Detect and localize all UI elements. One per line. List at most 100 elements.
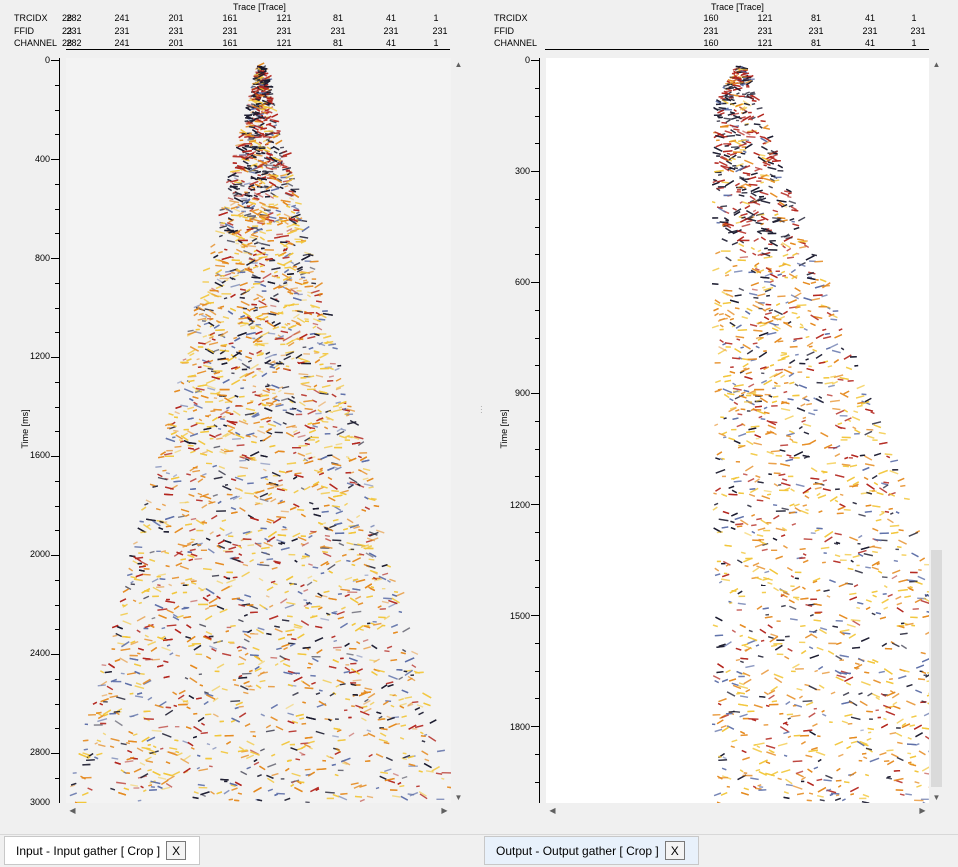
scroll-down-icon[interactable]: ▼ <box>452 791 465 803</box>
right-y-tick-label: 1200 <box>510 500 530 510</box>
right-seismic-plot[interactable] <box>546 58 929 803</box>
right-y-tick-labels: 0 300 600 900 1200 1500 1800 <box>480 0 530 866</box>
close-icon[interactable]: X <box>166 841 186 860</box>
scroll-up-icon[interactable]: ▲ <box>452 58 465 70</box>
y-axis-tick <box>535 754 539 755</box>
y-axis-tick <box>531 171 539 172</box>
left-trcidx-value: 41 <box>386 13 396 23</box>
right-seismic-svg <box>546 58 929 803</box>
scroll-right-icon[interactable]: ▶ <box>916 804 929 816</box>
left-y-tick-label: 400 <box>35 154 50 164</box>
left-y-tick-label: 2000 <box>30 549 50 559</box>
right-y-tick-label: 900 <box>515 388 530 398</box>
left-y-tick-label: 2400 <box>30 648 50 658</box>
left-channel-value: 282 <box>66 38 81 48</box>
y-axis-tick <box>51 357 59 358</box>
left-trcidx-value: 121 <box>276 13 291 23</box>
left-y-tick-label: 3000 <box>30 797 50 807</box>
right-vertical-scrollbar[interactable]: ▲ ▼ <box>930 58 943 803</box>
left-ffid-value: 231 <box>114 26 129 36</box>
y-axis-tick <box>55 85 59 86</box>
right-y-tick-label: 0 <box>525 55 530 65</box>
left-channel-value: 1 <box>433 38 438 48</box>
y-axis-tick <box>55 629 59 630</box>
left-y-tick-labels: 0 400 800 1200 1600 2000 2400 2800 3000 <box>0 0 50 866</box>
right-channel-value: 160 <box>703 38 718 48</box>
y-axis-tick <box>535 671 539 672</box>
left-channel-value: 81 <box>333 38 343 48</box>
y-axis-tick <box>55 580 59 581</box>
scroll-down-icon[interactable]: ▼ <box>930 791 943 803</box>
right-trcidx-value: 160 <box>703 13 718 23</box>
y-axis-tick <box>55 283 59 284</box>
tab-input-gather[interactable]: Input - Input gather [ Crop ] X <box>4 836 200 865</box>
y-axis-tick <box>535 365 539 366</box>
tab-input-gather-label: Input - Input gather [ Crop ] <box>5 844 166 858</box>
y-axis-tick <box>531 282 539 283</box>
tab-output-gather-label: Output - Output gather [ Crop ] <box>485 844 665 858</box>
right-y-axis-line <box>539 58 540 803</box>
right-header-title: Trace [Trace] <box>711 2 764 12</box>
y-axis-tick <box>535 116 539 117</box>
left-trcidx-value: 161 <box>222 13 237 23</box>
tab-output-gather[interactable]: Output - Output gather [ Crop ] X <box>484 836 699 865</box>
y-axis-tick <box>51 654 59 655</box>
scroll-right-icon[interactable]: ▶ <box>438 804 451 816</box>
left-y-tick-label: 1600 <box>30 450 50 460</box>
right-vertical-scroll-thumb[interactable] <box>931 550 942 787</box>
left-y-tick-label: 800 <box>35 253 50 263</box>
y-axis-tick <box>535 560 539 561</box>
right-channel-value: 41 <box>865 38 875 48</box>
y-axis-tick <box>535 88 539 89</box>
y-axis-tick <box>55 605 59 606</box>
y-axis-tick <box>535 421 539 422</box>
y-axis-tick <box>55 728 59 729</box>
y-axis-tick <box>55 530 59 531</box>
y-axis-tick <box>55 679 59 680</box>
right-trcidx-value: 41 <box>865 13 875 23</box>
y-axis-tick <box>51 258 59 259</box>
left-top-axis-line <box>66 49 450 50</box>
right-horizontal-scrollbar[interactable]: ◀ ▶ <box>546 804 929 817</box>
y-axis-tick <box>51 159 59 160</box>
y-axis-tick <box>531 504 539 505</box>
left-y-tick-label: 2800 <box>30 747 50 757</box>
y-axis-tick <box>535 782 539 783</box>
close-icon[interactable]: X <box>665 841 685 860</box>
left-seismic-svg <box>66 58 451 803</box>
scroll-left-icon[interactable]: ◀ <box>546 804 559 816</box>
y-axis-tick <box>51 555 59 556</box>
left-ffid-value: 231 <box>432 26 447 36</box>
y-axis-tick <box>55 233 59 234</box>
left-ffid-value: 231 <box>168 26 183 36</box>
left-ffid-value: 231 <box>222 26 237 36</box>
left-channel-value: 161 <box>222 38 237 48</box>
y-axis-tick <box>535 254 539 255</box>
left-y-tick-label: 1200 <box>30 351 50 361</box>
y-axis-tick <box>55 134 59 135</box>
left-header-title: Trace [Trace] <box>233 2 286 12</box>
y-axis-tick <box>55 506 59 507</box>
right-ffid-value: 231 <box>703 26 718 36</box>
y-axis-tick <box>535 643 539 644</box>
scroll-left-icon[interactable]: ◀ <box>66 804 79 816</box>
left-horizontal-scrollbar[interactable]: ◀ ▶ <box>66 804 451 817</box>
left-vertical-scrollbar[interactable]: ▲ ▼ <box>452 58 465 803</box>
y-axis-tick <box>535 143 539 144</box>
scroll-up-icon[interactable]: ▲ <box>930 58 943 70</box>
right-y-tick-label: 300 <box>515 166 530 176</box>
left-seismic-plot[interactable] <box>66 58 451 803</box>
y-axis-tick <box>55 382 59 383</box>
left-channel-value: 241 <box>114 38 129 48</box>
right-y-tick-label: 600 <box>515 277 530 287</box>
y-axis-tick <box>55 110 59 111</box>
right-trcidx-value: 1 <box>911 13 916 23</box>
left-ffid-value: 231 <box>330 26 345 36</box>
y-axis-tick <box>531 393 539 394</box>
left-ffid-value: 231 <box>66 26 81 36</box>
y-axis-tick <box>55 407 59 408</box>
right-ffid-value: 231 <box>910 26 925 36</box>
right-ffid-value: 231 <box>757 26 772 36</box>
y-axis-tick <box>535 199 539 200</box>
y-axis-tick <box>535 587 539 588</box>
